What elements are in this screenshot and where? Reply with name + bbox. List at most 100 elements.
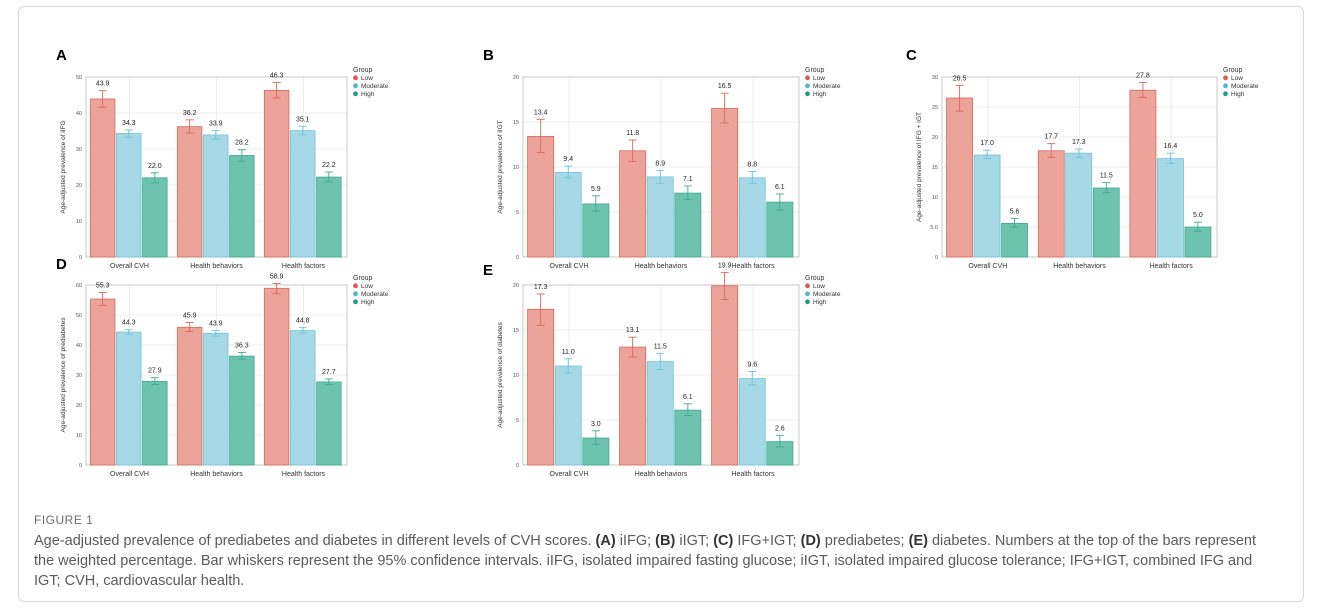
data-label: 58.9 xyxy=(270,274,284,281)
y-axis-label: Age-adjusted prevalence of prediabetes xyxy=(60,317,67,433)
data-label: 26.5 xyxy=(953,75,967,82)
panel-letter: E xyxy=(483,262,493,279)
x-tick-label: Health behaviors xyxy=(1053,263,1106,270)
caption-segment: IFG+IGT; xyxy=(733,533,801,549)
figure-caption: Age-adjusted prevalence of prediabetes a… xyxy=(34,531,1264,591)
bar xyxy=(290,130,316,258)
panel-letter: B xyxy=(483,47,494,64)
bar xyxy=(1037,150,1065,258)
x-tick-label: Health factors xyxy=(282,471,326,478)
y-tick-label: 30 xyxy=(932,75,938,81)
data-label: 17.3 xyxy=(1072,139,1086,146)
legend-title: Group xyxy=(1223,67,1243,74)
y-tick-label: 10 xyxy=(513,373,519,379)
y-tick-label: 15 xyxy=(932,165,938,171)
legend-swatch xyxy=(1223,91,1228,97)
y-tick-label: 5 xyxy=(516,418,519,424)
x-tick-label: Health factors xyxy=(731,263,775,270)
panel-letter: C xyxy=(906,47,917,64)
caption-panel-ref: (B) xyxy=(655,533,676,549)
bar xyxy=(116,331,142,466)
y-tick-label: 10 xyxy=(932,195,938,201)
legend-swatch xyxy=(805,291,810,297)
data-label: 13.1 xyxy=(626,327,640,334)
x-tick-label: Overall CVH xyxy=(110,263,149,270)
chart-panel-c: C 0 5.0 10 15 20 25 30 Overall CVH Health behavio… xyxy=(906,47,1259,270)
data-label: 6.1 xyxy=(683,394,693,401)
data-label: 11.5 xyxy=(654,343,667,350)
data-label: 19.9 xyxy=(718,262,732,269)
x-tick-label: Overall CVH xyxy=(110,471,149,478)
bar xyxy=(203,134,229,258)
legend-item-label: Moderate xyxy=(813,83,841,90)
y-tick-label: 0 xyxy=(516,463,519,469)
caption-segment: iIFG; xyxy=(615,533,656,549)
y-tick-label: 60 xyxy=(76,283,82,289)
data-label: 5.6 xyxy=(1010,209,1020,216)
y-tick-label: 40 xyxy=(76,343,82,349)
data-label: 43.9 xyxy=(96,81,110,88)
legend-item-label: Low xyxy=(813,283,825,290)
data-label: 45.9 xyxy=(183,313,197,320)
data-label: 27.9 xyxy=(148,368,162,375)
bar xyxy=(646,176,674,258)
y-tick-label: 30 xyxy=(76,373,82,379)
caption-panel-ref: (D) xyxy=(800,533,821,549)
legend-swatch xyxy=(805,83,810,89)
y-tick-label: 20 xyxy=(76,183,82,189)
legend-swatch xyxy=(805,75,810,81)
data-label: 28.2 xyxy=(235,140,249,147)
legend-item-label: Moderate xyxy=(1231,83,1259,90)
data-label: 9.4 xyxy=(563,156,573,163)
y-tick-label: 5.0 xyxy=(930,225,938,231)
data-label: 8.9 xyxy=(655,161,665,168)
y-tick-label: 20 xyxy=(513,283,519,289)
y-tick-label: 20 xyxy=(513,75,519,81)
legend-swatch xyxy=(805,299,810,305)
bar xyxy=(711,285,739,466)
caption-segment: Age-adjusted prevalence of prediabetes a… xyxy=(34,533,596,549)
legend-title: Group xyxy=(805,275,825,282)
chart-panel-d: D 0 10 20 30 40 50 60 Overall CVH Health behavior… xyxy=(56,256,389,478)
y-tick-label: 40 xyxy=(76,111,82,117)
y-tick-label: 0 xyxy=(935,255,938,261)
data-label: 44.8 xyxy=(296,318,310,325)
data-label: 22.0 xyxy=(148,163,162,170)
x-tick-label: Overall CVH xyxy=(550,471,589,478)
data-label: 5.9 xyxy=(591,186,601,193)
y-tick-label: 50 xyxy=(76,75,82,81)
legend-title: Group xyxy=(353,67,373,74)
bar xyxy=(554,171,582,258)
figure-label: FIGURE 1 xyxy=(34,513,94,527)
y-tick-label: 20 xyxy=(932,135,938,141)
bar xyxy=(1129,89,1157,258)
y-tick-label: 10 xyxy=(76,219,82,225)
legend-swatch xyxy=(353,283,358,289)
y-tick-label: 25 xyxy=(932,105,938,111)
bar xyxy=(766,201,794,258)
legend-item-label: Moderate xyxy=(361,83,389,90)
bar xyxy=(176,326,203,466)
caption-segment: iIGT; xyxy=(675,533,714,549)
data-label: 43.9 xyxy=(209,321,223,328)
legend-item-label: Low xyxy=(1231,75,1243,82)
data-label: 35.1 xyxy=(296,116,310,123)
legend-item-label: High xyxy=(361,91,375,98)
bar xyxy=(263,287,290,466)
data-label: 7.1 xyxy=(683,176,693,183)
x-tick-label: Health factors xyxy=(282,263,326,270)
bar xyxy=(1001,222,1028,258)
bar xyxy=(142,177,168,258)
data-label: 46.3 xyxy=(270,72,284,79)
legend-title: Group xyxy=(805,67,825,74)
legend-item-label: Moderate xyxy=(361,291,389,298)
bar xyxy=(619,346,647,466)
y-axis-label: Age-adjusted prevalence of iIFG xyxy=(60,120,67,213)
bar xyxy=(89,298,116,466)
bar xyxy=(582,437,610,466)
bar xyxy=(946,97,973,258)
y-tick-label: 0 xyxy=(516,255,519,261)
legend-item-label: High xyxy=(813,91,827,98)
